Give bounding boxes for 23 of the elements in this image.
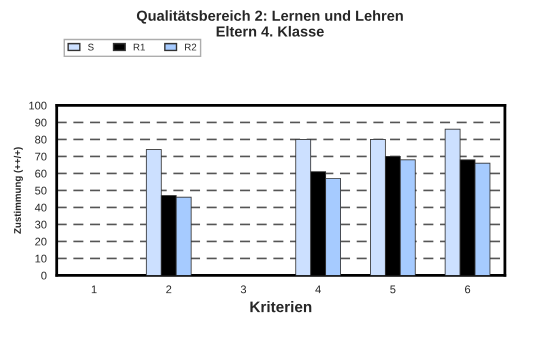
x-tick-label: 1 bbox=[92, 286, 97, 294]
x-axis-title: Kriterien bbox=[250, 301, 312, 312]
chart-title: Qualitätsbereich 2: Lernen und Lehren Eltern 4. Klasse bbox=[136, 10, 403, 37]
legend-label: S bbox=[88, 44, 94, 51]
y-tick-label: 100 bbox=[29, 102, 47, 110]
y-tick-label: 70 bbox=[35, 152, 47, 161]
legend-label: R1 bbox=[134, 44, 145, 50]
x-tick-label: 2 bbox=[166, 285, 172, 294]
y-tick-label: 50 bbox=[35, 186, 47, 195]
y-axis-title: Zustimmung (++/+) bbox=[14, 147, 23, 234]
y-tick-label: 60 bbox=[35, 170, 47, 178]
y-tick-label: 20 bbox=[35, 238, 47, 246]
legend-label: R2 bbox=[185, 44, 196, 50]
x-tick-label: 3 bbox=[240, 285, 246, 294]
y-tick-label: 0 bbox=[41, 272, 47, 280]
x-tick-label: 4 bbox=[315, 286, 321, 294]
y-tick-label: 10 bbox=[35, 254, 47, 263]
y-tick-label: 30 bbox=[35, 220, 47, 229]
x-tick-label: 5 bbox=[390, 286, 396, 294]
y-tick-label: 40 bbox=[34, 204, 47, 212]
y-tick-label: 90 bbox=[35, 118, 47, 127]
x-tick-label: 6 bbox=[465, 285, 470, 294]
y-tick-label: 80 bbox=[35, 136, 47, 144]
